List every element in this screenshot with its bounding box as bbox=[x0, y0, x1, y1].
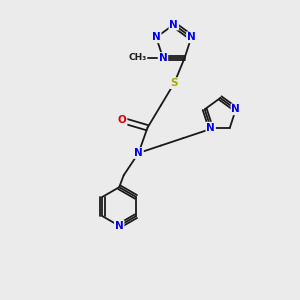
Text: O: O bbox=[118, 115, 127, 125]
Text: N: N bbox=[152, 32, 161, 42]
Text: N: N bbox=[231, 104, 240, 114]
Text: S: S bbox=[170, 78, 178, 88]
Text: N: N bbox=[159, 53, 167, 63]
Text: N: N bbox=[187, 32, 196, 42]
Text: N: N bbox=[169, 20, 178, 30]
Text: N: N bbox=[115, 221, 124, 231]
Text: CH₃: CH₃ bbox=[128, 53, 147, 62]
Text: N: N bbox=[134, 148, 143, 158]
Text: N: N bbox=[206, 123, 215, 133]
